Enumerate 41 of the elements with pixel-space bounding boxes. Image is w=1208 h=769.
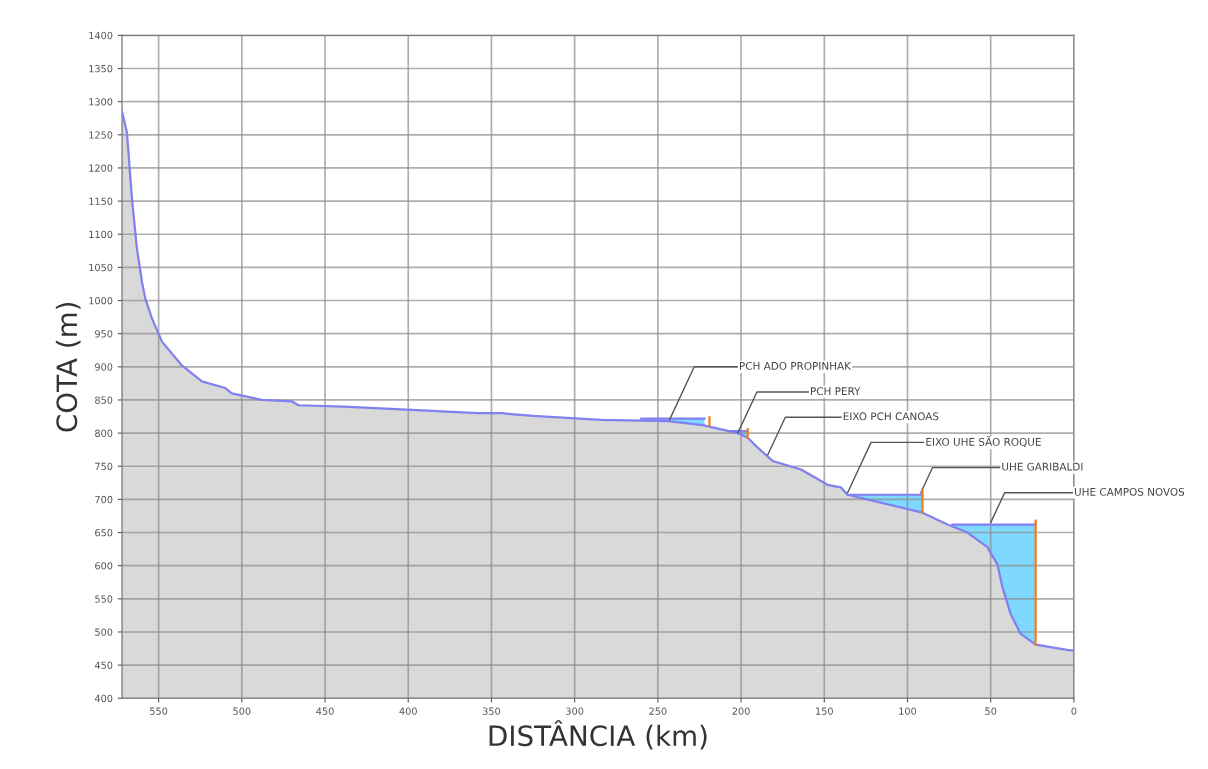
x-tick-label: 300 bbox=[566, 707, 584, 715]
y-tick-label: 550 bbox=[95, 595, 113, 603]
x-tick-label: 250 bbox=[649, 707, 667, 715]
y-tick-label: 800 bbox=[95, 429, 113, 437]
y-tick-label: 650 bbox=[95, 529, 113, 537]
y-tick-label: 1250 bbox=[89, 131, 113, 139]
y-tick-label: 1100 bbox=[89, 230, 113, 239]
annotation: PCH ADO PROPINHAK bbox=[739, 361, 852, 370]
annotation: EIXO PCH CANOAS bbox=[843, 412, 939, 421]
y-tick-label: 450 bbox=[94, 661, 113, 669]
annotation: EIXO UHE SÃO ROQUE bbox=[926, 436, 1041, 448]
y-axis-title: COTA (m) bbox=[55, 302, 81, 432]
y-tick-label: 950 bbox=[95, 330, 113, 338]
x-tick-label: 150 bbox=[816, 707, 833, 715]
y-tick-label: 1000 bbox=[89, 297, 113, 305]
x-tick-label: 100 bbox=[899, 707, 917, 715]
annotation: PCH PERY bbox=[810, 387, 861, 396]
annotation: UHE CAMPOS NOVOS bbox=[1074, 487, 1185, 496]
x-tick-label: 450 bbox=[316, 707, 334, 715]
y-tick-label: 600 bbox=[95, 562, 113, 570]
y-tick-label: 400 bbox=[94, 694, 113, 703]
y-tick-label: 850 bbox=[95, 396, 113, 404]
x-axis-title: DISTÂNCIA (km) bbox=[489, 720, 707, 750]
y-tick-label: 700 bbox=[95, 495, 113, 504]
annotation: UHE GARIBALDI bbox=[1002, 462, 1083, 471]
y-tick-label: 1150 bbox=[89, 197, 113, 205]
y-tick-label: 500 bbox=[95, 628, 113, 636]
y-tick-label: 1400 bbox=[89, 31, 113, 40]
x-tick-label: 550 bbox=[150, 707, 168, 715]
y-tick-label: 1300 bbox=[89, 98, 113, 106]
y-tick-label: 1350 bbox=[89, 65, 113, 73]
y-tick-label: 750 bbox=[95, 462, 113, 471]
x-tick-label: 200 bbox=[732, 707, 750, 715]
x-tick-label: 0 bbox=[1071, 707, 1077, 715]
x-tick-label: 400 bbox=[399, 707, 417, 715]
y-tick-label: 1200 bbox=[89, 164, 113, 172]
x-tick-label: 50 bbox=[985, 707, 997, 715]
x-tick-label: 350 bbox=[482, 707, 501, 715]
x-tick-label: 500 bbox=[233, 707, 251, 715]
y-tick-label: 900 bbox=[95, 363, 113, 371]
y-tick-label: 1050 bbox=[89, 263, 113, 272]
